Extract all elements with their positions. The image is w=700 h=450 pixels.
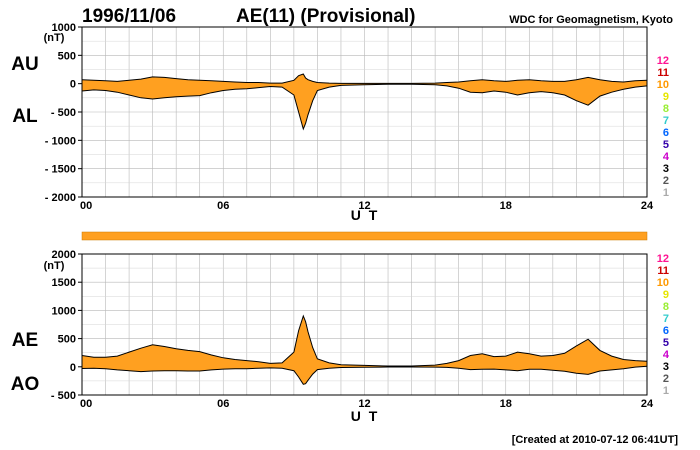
station-label: 7 — [663, 313, 669, 325]
station-label: 5 — [663, 337, 669, 349]
au-al-y-ticks: 1000 500 0 - 500 - 1000 - 1500 - 2000 — [45, 22, 82, 204]
y-tick-label: 2000 — [52, 249, 76, 261]
station-label: 3 — [663, 163, 669, 175]
station-label: 10 — [657, 277, 669, 289]
x-tick-label: 18 — [500, 200, 512, 212]
y-tick-label: - 2000 — [45, 192, 76, 204]
station-label: 7 — [663, 115, 669, 127]
ao-side-label: AO — [11, 374, 40, 395]
station-label: 3 — [663, 361, 669, 373]
station-label: 8 — [663, 301, 669, 313]
ae-ao-lines — [81, 314, 648, 385]
x-tick-label: 12 — [358, 200, 370, 212]
station-label: 11 — [657, 67, 669, 79]
station-label: 5 — [663, 139, 669, 151]
envelope-fill — [82, 74, 647, 129]
ae-ao-area — [82, 316, 647, 385]
station-label: 12 — [657, 55, 669, 67]
au-al-frame — [81, 26, 648, 198]
station-label: 11 — [657, 265, 669, 277]
au-al-grid — [82, 26, 647, 198]
x-tick-label: 06 — [217, 398, 229, 410]
x-tick-label: 00 — [80, 398, 92, 410]
y-tick-label: - 1000 — [45, 135, 76, 147]
ae-ao-x-ticks: 00 06 12 18 24 — [80, 398, 654, 410]
x-tick-label: 00 — [80, 200, 92, 212]
al-side-label: AL — [12, 106, 38, 127]
y-tick-label: - 500 — [51, 390, 76, 402]
station-label: 1 — [663, 385, 669, 397]
ae-ao-y-ticks: 2000 1500 1000 500 0 - 500 — [51, 249, 82, 402]
y-tick-label: 1000 — [52, 22, 76, 34]
y-tick-label: 0 — [70, 362, 76, 374]
y-tick-label: 500 — [58, 50, 76, 62]
station-label: 1 — [663, 187, 669, 199]
x-tick-label: 18 — [500, 398, 512, 410]
ae-ao-x-axis-label: U T — [351, 408, 380, 424]
x-tick-label: 24 — [641, 200, 654, 212]
station-label: 8 — [663, 103, 669, 115]
ae-side-label: AE — [12, 330, 38, 351]
station-label: 12 — [657, 253, 669, 265]
y-tick-label: 500 — [58, 334, 76, 346]
au-al-x-axis-label: U T — [351, 207, 380, 223]
series-line-al — [81, 83, 648, 131]
station-label: 2 — [663, 373, 669, 385]
x-tick-label: 24 — [641, 398, 654, 410]
chart-title: AE(11) (Provisional) — [236, 6, 416, 27]
au-al-unit-label: (nT) — [44, 32, 65, 44]
y-tick-label: - 1500 — [45, 164, 76, 176]
station-label: 6 — [663, 325, 669, 337]
y-tick-label: 1500 — [52, 277, 76, 289]
au-al-panel: (nT) AU AL 1000 500 0 - 500 - 1000 - 1500 - 20… — [11, 22, 654, 223]
station-label: 2 — [663, 175, 669, 187]
station-label: 6 — [663, 127, 669, 139]
au-al-x-ticks: 00 06 12 18 24 — [80, 200, 654, 212]
station-label: 10 — [657, 79, 669, 91]
ae-ao-frame — [81, 253, 648, 396]
series-line-ao — [81, 365, 648, 385]
y-tick-label: 1000 — [52, 305, 76, 317]
au-al-lines — [81, 73, 648, 131]
ae-ao-panel: (nT) AE AO 2000 1500 1000 500 0 - 500 00 06 12 1… — [11, 249, 654, 424]
station-label: 4 — [663, 151, 670, 163]
y-tick-label: 0 — [70, 79, 76, 91]
station-label: 9 — [663, 91, 669, 103]
station-label: 9 — [663, 289, 669, 301]
data-coverage-bar — [81, 231, 648, 241]
series-line-au — [81, 73, 648, 84]
y-tick-label: - 500 — [51, 107, 76, 119]
au-side-label: AU — [11, 54, 38, 75]
x-tick-label: 06 — [217, 200, 229, 212]
x-tick-label: 12 — [358, 398, 370, 410]
series-line-ae — [81, 314, 648, 367]
envelope-fill — [82, 316, 647, 385]
date-label: 1996/11/06 — [82, 6, 176, 27]
organization-label: WDC for Geomagnetism, Kyoto — [509, 14, 673, 26]
created-timestamp: [Created at 2010-07-12 06:41UT] — [512, 434, 679, 446]
ae-ao-unit-label: (nT) — [44, 260, 65, 272]
station-label: 4 — [663, 349, 670, 361]
ae-ao-grid — [82, 253, 647, 396]
au-al-area — [82, 74, 647, 129]
